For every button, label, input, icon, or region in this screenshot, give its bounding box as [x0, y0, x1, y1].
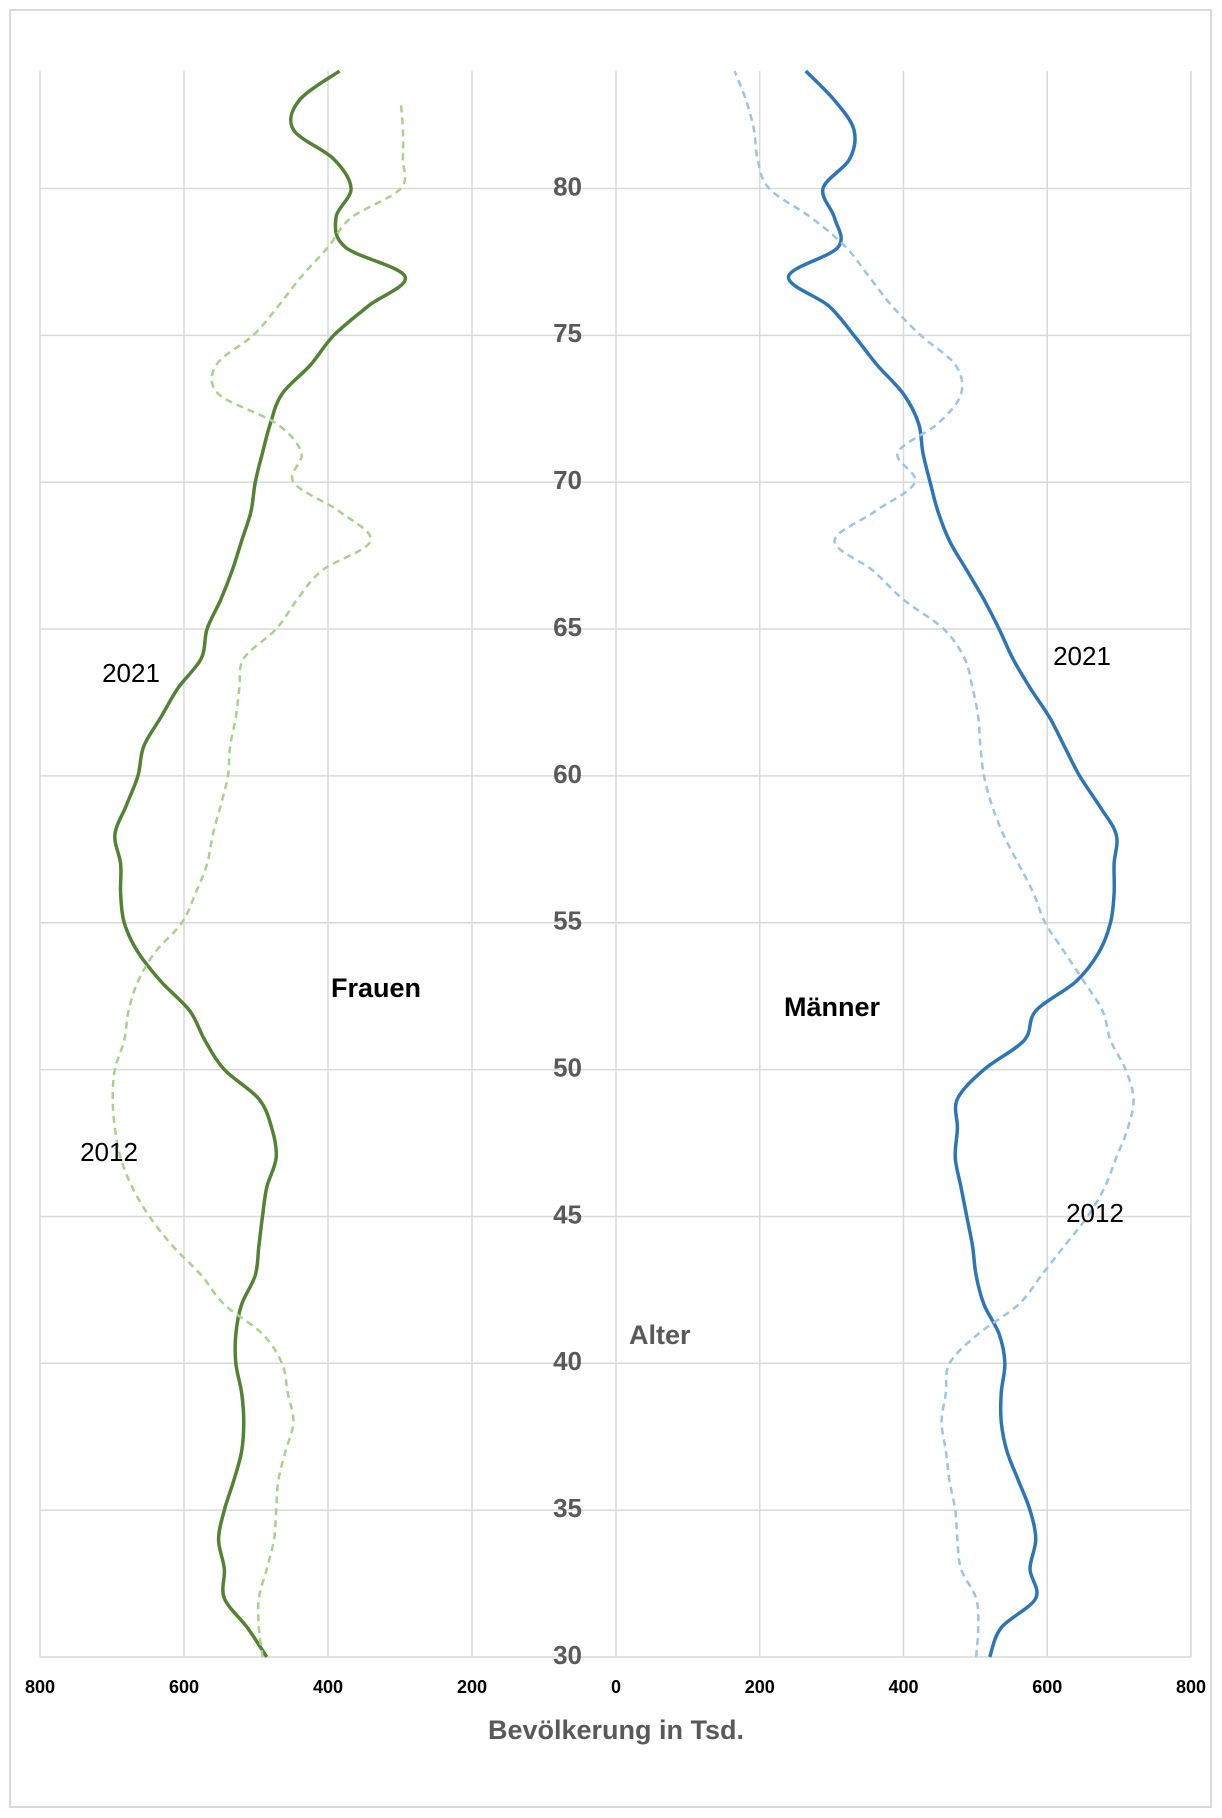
series-label: 2012: [80, 1137, 138, 1167]
y-tick-label: 45: [553, 1199, 582, 1229]
series-line: [786, 69, 1119, 1658]
x-tick-label: 200: [745, 1677, 775, 1697]
x-tick-label: 800: [25, 1677, 55, 1697]
panel-label: Frauen: [331, 973, 421, 1003]
panel-label: Männer: [784, 992, 881, 1022]
frame: [9, 9, 1212, 1808]
x-tick-label: 600: [1032, 1677, 1062, 1697]
y-tick-label: 30: [553, 1640, 582, 1670]
x-tick-label: 800: [1176, 1677, 1206, 1697]
series-line: [733, 70, 1135, 1658]
y-tick-label: 50: [553, 1052, 582, 1082]
x-axis-label: Bevölkerung in Tsd.: [488, 1715, 744, 1745]
series-line: [111, 100, 407, 1658]
y-tick-label: 75: [553, 318, 582, 348]
series-line: [113, 69, 407, 1658]
y-tick-label: 35: [553, 1493, 582, 1523]
x-tick-label: 400: [888, 1677, 918, 1697]
x-tick-label: 200: [457, 1677, 487, 1697]
series-label: 2021: [102, 658, 160, 688]
x-tick-label: 400: [313, 1677, 343, 1697]
y-axis-label: Alter: [629, 1320, 691, 1350]
series-label: 2012: [1066, 1198, 1124, 1228]
y-tick-label: 70: [553, 465, 582, 495]
series-label: 2021: [1053, 641, 1111, 671]
x-tick-label: 0: [611, 1677, 621, 1697]
y-tick-label: 40: [553, 1346, 582, 1376]
y-tick-label: 60: [553, 759, 582, 789]
y-tick-label: 55: [553, 906, 582, 936]
y-tick-label: 80: [553, 171, 582, 201]
x-tick-label: 600: [169, 1677, 199, 1697]
y-tick-label: 65: [553, 612, 582, 642]
